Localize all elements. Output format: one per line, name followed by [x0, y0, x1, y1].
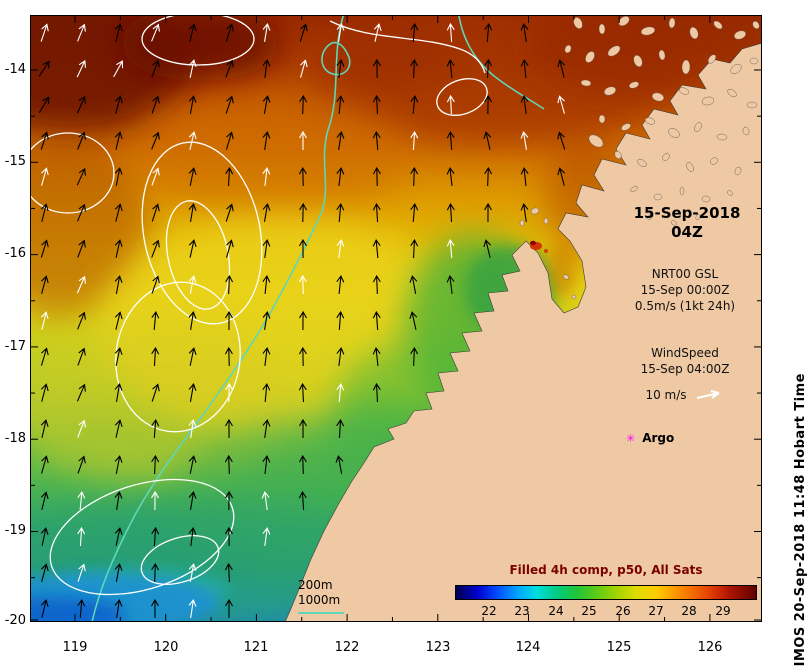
archipelago-islands — [519, 16, 760, 300]
colorbar-tick: 27 — [648, 604, 664, 618]
x-tick-label: 126 — [697, 640, 723, 655]
imos-watermark: IMOS 20-Sep-2018 11:48 Hobart Time — [793, 372, 808, 666]
gsl-scale: 0.5m/s (1kt 24h) — [634, 299, 736, 313]
wind-scale: 10 m/s — [645, 388, 687, 402]
x-tick-label: 124 — [515, 640, 541, 655]
wind-name: WindSpeed — [651, 346, 719, 360]
y-tick-label: -15 — [4, 154, 26, 169]
colorbar-tick: 22 — [481, 604, 497, 618]
colorbar-tick-labels: 22 23 24 25 26 27 28 29 — [455, 604, 757, 619]
depth-1000m-label: 1000m — [298, 593, 341, 607]
map-time: 04Z — [671, 223, 703, 241]
gsl-name: NRT00 GSL — [651, 267, 719, 281]
plot-frame — [30, 15, 762, 622]
bathymetry-contours — [91, 15, 545, 622]
x-tick-label: 120 — [153, 640, 179, 655]
land-mass — [284, 16, 762, 622]
x-tick-label: 123 — [425, 640, 451, 655]
map-datetime: 15-Sep-2018 04Z — [627, 204, 747, 242]
argo-legend: ✳ Argo — [626, 431, 706, 445]
wind-time: 15-Sep 04:00Z — [640, 362, 730, 376]
depth-contour-line-sample — [298, 612, 344, 614]
wind-vector-icon — [696, 390, 720, 399]
mainland-coastline — [284, 42, 762, 622]
gsl-contours — [30, 15, 488, 596]
x-tick-label: 119 — [62, 640, 88, 655]
y-tick-label: -16 — [4, 246, 26, 261]
colorbar-title: Filled 4h comp, p50, All Sats — [509, 563, 703, 577]
y-tick-label: -17 — [4, 339, 26, 354]
depth-200m-label: 200m — [298, 578, 333, 592]
colorbar-tick: 28 — [681, 604, 697, 618]
wind-legend: WindSpeed 15-Sep 04:00Z 10 m/s — [618, 345, 752, 403]
colorbar-tick: 24 — [548, 604, 564, 618]
depth-contour-legend: 200m 1000m — [298, 578, 344, 614]
x-tick-label: 121 — [243, 640, 269, 655]
y-tick-label: -19 — [4, 523, 26, 538]
map-plot-area — [30, 15, 762, 622]
bay-warm-spot — [530, 240, 548, 253]
x-tick-label: 122 — [334, 640, 360, 655]
argo-marker-icon: ✳ — [626, 431, 636, 445]
y-tick-label: -14 — [4, 62, 26, 77]
argo-label: Argo — [642, 431, 675, 445]
sst-field-canvas — [30, 15, 762, 622]
colorbar-tick: 29 — [715, 604, 731, 618]
colorbar-tick: 25 — [581, 604, 597, 618]
wind-current-vectors — [38, 22, 566, 619]
gsl-legend: NRT00 GSL 15-Sep 00:00Z 0.5m/s (1kt 24h) — [618, 266, 752, 314]
y-tick-label: -18 — [4, 431, 26, 446]
colorbar-tick: 23 — [514, 604, 530, 618]
gsl-time: 15-Sep 00:00Z — [640, 283, 730, 297]
x-tick-label: 125 — [606, 640, 632, 655]
y-tick-label: -20 — [4, 613, 26, 628]
map-date: 15-Sep-2018 — [633, 204, 741, 222]
colorbar-tick: 26 — [615, 604, 631, 618]
colorbar — [455, 585, 757, 600]
axis-tick-marks — [31, 16, 761, 621]
